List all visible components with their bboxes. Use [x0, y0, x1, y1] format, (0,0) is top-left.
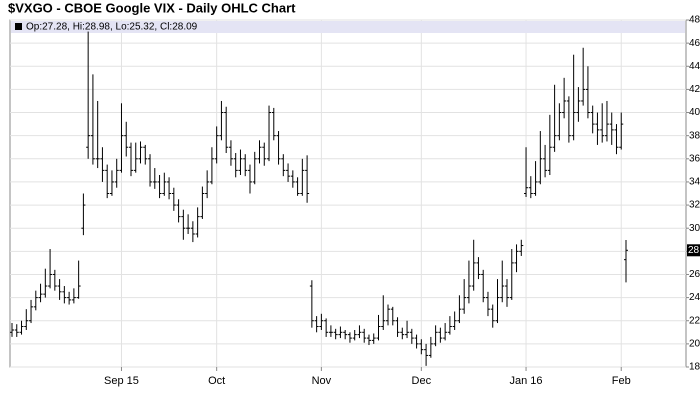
x-tick-label: Dec — [412, 375, 432, 387]
y-tick-label: 30.00 — [689, 223, 700, 234]
y-tick-label: 20.00 — [689, 339, 700, 350]
y-tick-label: 32.00 — [689, 200, 700, 211]
y-tick-label: 46.00 — [689, 38, 700, 49]
y-tick-label: 38.00 — [689, 130, 700, 141]
legend-text: Op:27.28, Hi:28.98, Lo:25.32, Cl:28.09 — [26, 22, 198, 33]
legend-swatch — [15, 23, 22, 30]
x-tick-label: Sep 15 — [104, 375, 139, 387]
x-tick-label: Jan 16 — [510, 375, 543, 387]
chart-title: $VXGO - CBOE Google VIX - Daily OHLC Cha… — [8, 0, 296, 15]
y-tick-label: 22.00 — [689, 315, 700, 326]
legend-band — [11, 21, 685, 33]
y-tick-label: 18.00 — [689, 362, 700, 373]
y-tick-label: 34.00 — [689, 177, 700, 188]
y-tick-label: 48.00 — [689, 15, 700, 26]
y-tick-label: 42.00 — [689, 84, 700, 95]
last-value-box — [687, 244, 700, 257]
y-tick-label: 44.00 — [689, 61, 700, 72]
y-tick-label: 26.00 — [689, 269, 700, 280]
y-tick-label: 24.00 — [689, 292, 700, 303]
y-tick-label: 36.00 — [689, 153, 700, 164]
x-tick-label: Nov — [312, 375, 332, 387]
x-tick-label: Oct — [208, 375, 225, 387]
y-tick-label: 40.00 — [689, 107, 700, 118]
x-tick-label: Feb — [612, 375, 631, 387]
last-value-label: 28.09 — [688, 245, 700, 256]
